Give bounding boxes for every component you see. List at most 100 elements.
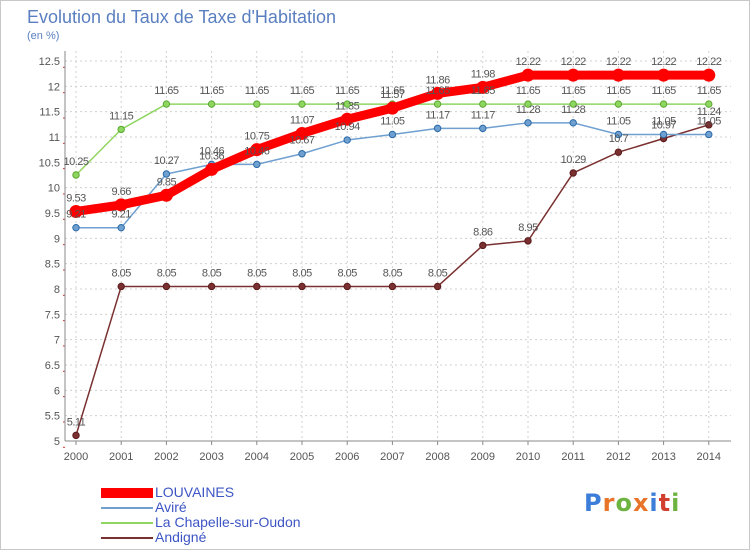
y-tick-label: 9.5 bbox=[45, 208, 60, 220]
data-point bbox=[298, 100, 306, 108]
data-point bbox=[476, 80, 490, 94]
data-label: 10.27 bbox=[154, 155, 179, 167]
data-label: 11.24 bbox=[697, 106, 722, 118]
data-point bbox=[298, 282, 306, 291]
y-tick-label: 11 bbox=[49, 132, 60, 144]
y-tick-label: 10 bbox=[48, 183, 60, 195]
data-label: 12.22 bbox=[696, 56, 721, 68]
data-label: 9.21 bbox=[66, 209, 86, 221]
data-label: 10.25 bbox=[63, 156, 88, 168]
data-label: 11.05 bbox=[697, 115, 722, 127]
y-tick-label: 7 bbox=[54, 335, 60, 347]
data-point bbox=[705, 121, 713, 129]
data-point bbox=[524, 100, 532, 108]
data-point bbox=[614, 100, 623, 108]
data-point bbox=[205, 162, 219, 176]
data-point bbox=[614, 148, 623, 156]
data-label: 11.65 bbox=[425, 85, 450, 97]
y-tick-label: 5 bbox=[54, 436, 60, 448]
legend-swatch bbox=[101, 537, 153, 539]
data-label: 11.15 bbox=[109, 110, 134, 122]
legend-label: LOUVAINES bbox=[155, 484, 235, 500]
data-point bbox=[524, 237, 532, 245]
data-label: 9.85 bbox=[157, 176, 177, 188]
data-label: 9.66 bbox=[111, 186, 131, 198]
y-tick-label: 11.5 bbox=[39, 107, 60, 119]
y-tick-label: 7.5 bbox=[45, 309, 60, 321]
data-label: 11.05 bbox=[651, 115, 676, 127]
data-label: 10.46 bbox=[244, 145, 269, 157]
legend-swatch bbox=[101, 522, 153, 524]
legend-label: Aviré bbox=[155, 499, 187, 515]
data-label: 11.65 bbox=[561, 85, 586, 97]
data-label: 11.65 bbox=[290, 85, 315, 97]
data-point bbox=[253, 160, 261, 169]
data-point bbox=[431, 86, 445, 100]
x-tick-label: 2003 bbox=[199, 451, 223, 463]
y-tick-label: 10.5 bbox=[39, 157, 60, 169]
data-label: 8.05 bbox=[292, 267, 312, 279]
data-label: 8.05 bbox=[202, 267, 222, 279]
data-point bbox=[162, 170, 171, 178]
data-label: 10.94 bbox=[335, 121, 360, 133]
data-point bbox=[385, 101, 399, 115]
data-point bbox=[433, 124, 442, 133]
data-point bbox=[72, 171, 80, 179]
data-point bbox=[657, 68, 671, 82]
x-tick-label: 2014 bbox=[697, 451, 721, 463]
data-point bbox=[162, 282, 171, 291]
data-point bbox=[250, 143, 264, 157]
y-tick-label: 9 bbox=[54, 233, 60, 245]
data-point bbox=[117, 125, 125, 134]
data-point bbox=[569, 119, 577, 127]
y-tick-label: 6 bbox=[54, 385, 60, 397]
data-point bbox=[114, 198, 128, 212]
legend-label: La Chapelle-sur-Oudon bbox=[155, 514, 301, 530]
logo-letter: x bbox=[632, 489, 650, 517]
x-tick-label: 2000 bbox=[64, 451, 88, 463]
x-tick-label: 2008 bbox=[425, 451, 449, 463]
data-point bbox=[343, 282, 351, 291]
x-tick-label: 2012 bbox=[606, 451, 630, 463]
chart-title: Evolution du Taux de Taxe d'Habitation bbox=[27, 7, 336, 27]
x-tick-label: 2011 bbox=[561, 451, 585, 463]
y-tick-label: 6.5 bbox=[45, 360, 60, 372]
data-label: 11.17 bbox=[471, 109, 496, 121]
data-label: 8.05 bbox=[428, 267, 448, 279]
data-label: 9.21 bbox=[111, 209, 131, 221]
proxiti-logo: Proxiti bbox=[584, 489, 680, 517]
legend-swatch bbox=[101, 507, 153, 509]
data-point bbox=[524, 119, 532, 127]
data-point bbox=[479, 100, 487, 108]
x-tick-label: 2001 bbox=[109, 451, 133, 463]
data-label: 10.36 bbox=[199, 150, 224, 162]
data-point bbox=[207, 100, 216, 108]
data-point bbox=[479, 124, 487, 133]
data-label: 11.07 bbox=[290, 114, 315, 126]
data-point bbox=[69, 204, 83, 218]
data-label: 8.86 bbox=[473, 226, 493, 238]
data-point bbox=[569, 169, 577, 177]
data-point bbox=[569, 100, 577, 108]
data-point bbox=[207, 282, 216, 291]
data-label: 10.46 bbox=[199, 145, 224, 157]
data-point bbox=[702, 68, 716, 82]
logo-letter: P bbox=[584, 489, 603, 517]
x-tick-label: 2010 bbox=[516, 451, 540, 463]
legend-label: Andigné bbox=[155, 529, 207, 545]
data-point bbox=[705, 100, 713, 108]
data-label: 8.05 bbox=[157, 267, 177, 279]
data-point bbox=[566, 68, 580, 82]
x-tick-label: 2013 bbox=[651, 451, 675, 463]
line-chart: 5 5.5 6 6.5 7 7.5 8 8.5 9 9.5 10 10.5 11 11.5 12 12.5 20… bbox=[39, 51, 731, 463]
data-label: 10.29 bbox=[561, 154, 586, 166]
data-point bbox=[298, 150, 306, 158]
data-point bbox=[162, 100, 171, 108]
x-tick-label: 2005 bbox=[290, 451, 314, 463]
data-label: 5.11 bbox=[67, 416, 86, 428]
data-label: 11.65 bbox=[651, 85, 676, 97]
x-tick-label: 2004 bbox=[245, 451, 269, 463]
logo-letter: i bbox=[649, 489, 659, 517]
data-label: 9.53 bbox=[66, 192, 86, 204]
data-label: 11.65 bbox=[154, 85, 179, 97]
